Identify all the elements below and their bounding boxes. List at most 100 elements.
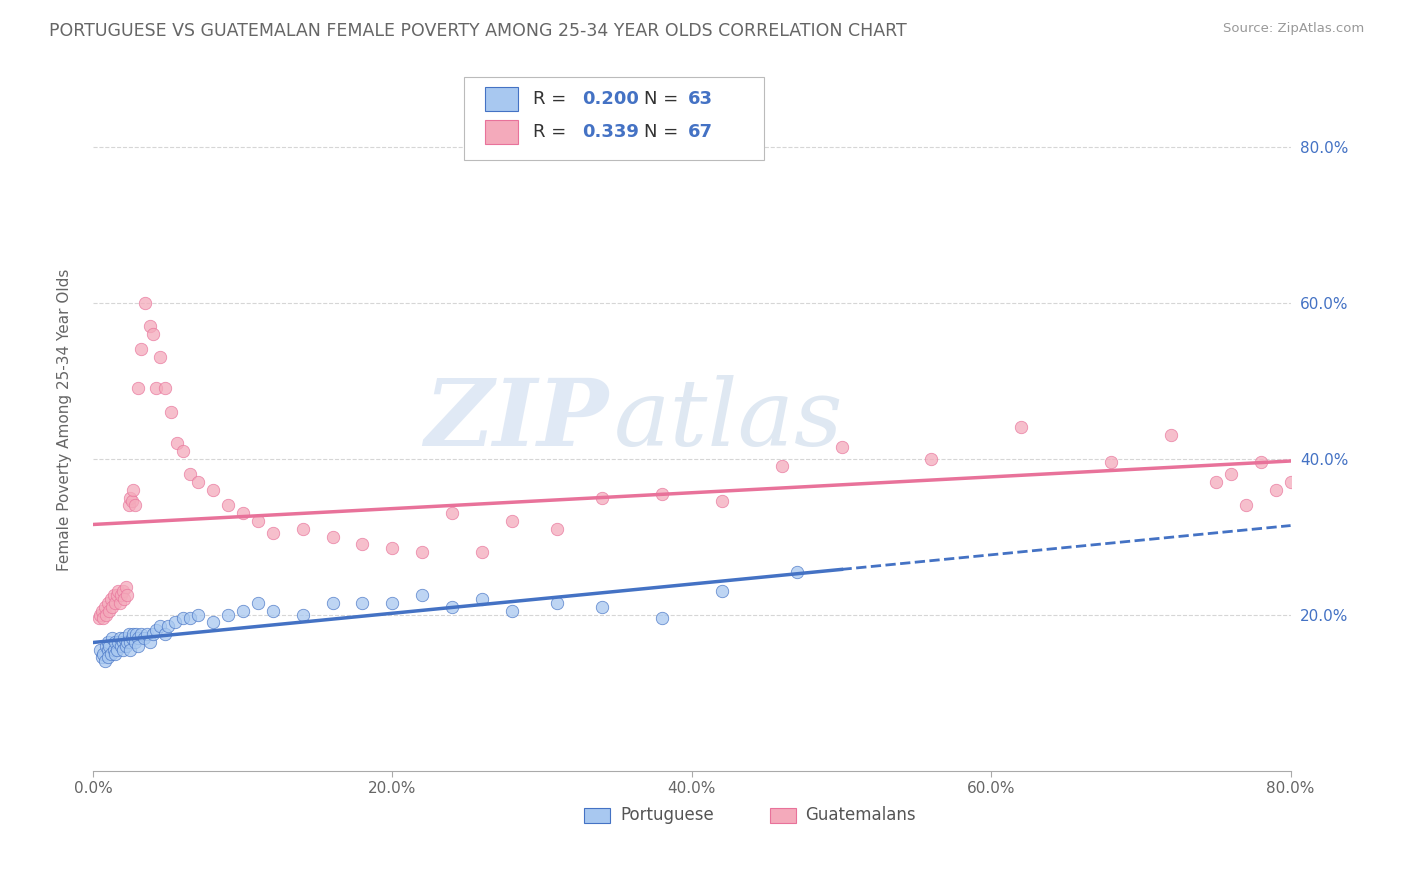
FancyBboxPatch shape	[485, 87, 519, 111]
Point	[172, 443, 194, 458]
FancyBboxPatch shape	[485, 120, 519, 144]
Text: N =: N =	[644, 123, 683, 142]
Point	[166, 436, 188, 450]
Point	[104, 596, 127, 610]
Point	[108, 631, 131, 645]
Point	[127, 631, 149, 645]
Point	[153, 381, 176, 395]
Text: N =: N =	[644, 90, 683, 109]
Point	[142, 326, 165, 341]
Point	[291, 522, 314, 536]
Point	[187, 607, 209, 622]
Point	[125, 627, 148, 641]
Point	[165, 615, 187, 630]
Point	[1279, 475, 1302, 489]
Point	[187, 475, 209, 489]
Point	[139, 318, 162, 333]
Point	[122, 627, 145, 641]
Point	[100, 647, 122, 661]
Point	[160, 405, 183, 419]
Point	[246, 514, 269, 528]
Point	[149, 350, 172, 364]
Point	[105, 588, 128, 602]
Point	[111, 635, 134, 649]
Point	[103, 588, 125, 602]
Point	[97, 596, 120, 610]
Point	[831, 440, 853, 454]
Point	[96, 639, 118, 653]
Point	[98, 604, 121, 618]
Point	[91, 604, 114, 618]
Point	[91, 650, 114, 665]
Point	[322, 529, 344, 543]
Point	[120, 635, 142, 649]
Point	[127, 639, 149, 653]
Point	[89, 642, 111, 657]
Point	[107, 584, 129, 599]
Point	[139, 635, 162, 649]
Point	[132, 631, 155, 645]
Point	[246, 596, 269, 610]
Point	[471, 591, 494, 606]
Point	[172, 611, 194, 625]
Text: R =: R =	[533, 123, 571, 142]
Point	[134, 295, 156, 310]
Point	[127, 381, 149, 395]
Point	[124, 635, 146, 649]
Point	[201, 615, 224, 630]
Point	[179, 611, 201, 625]
Point	[291, 607, 314, 622]
FancyBboxPatch shape	[583, 808, 610, 823]
Point	[97, 650, 120, 665]
Point	[115, 580, 138, 594]
Point	[179, 467, 201, 482]
Point	[107, 635, 129, 649]
Point	[118, 499, 141, 513]
Point	[262, 604, 284, 618]
Point	[201, 483, 224, 497]
FancyBboxPatch shape	[769, 808, 796, 823]
Point	[121, 631, 143, 645]
Point	[122, 483, 145, 497]
Point	[1250, 455, 1272, 469]
Text: atlas: atlas	[614, 375, 844, 465]
Point	[97, 642, 120, 657]
Point	[120, 642, 142, 657]
Point	[710, 494, 733, 508]
Point	[108, 596, 131, 610]
Point	[103, 642, 125, 657]
Point	[114, 591, 136, 606]
Point	[117, 635, 139, 649]
Point	[1010, 420, 1032, 434]
Point	[352, 537, 374, 551]
Point	[117, 588, 139, 602]
Point	[501, 604, 523, 618]
Y-axis label: Female Poverty Among 25-34 Year Olds: Female Poverty Among 25-34 Year Olds	[58, 268, 72, 571]
Text: Portuguese: Portuguese	[620, 806, 714, 824]
Point	[115, 639, 138, 653]
Point	[145, 381, 167, 395]
Point	[651, 611, 673, 625]
Point	[97, 635, 120, 649]
Text: ZIP: ZIP	[423, 375, 607, 465]
Point	[591, 491, 613, 505]
Point	[651, 486, 673, 500]
Point	[232, 604, 254, 618]
Point	[98, 639, 121, 653]
Point	[920, 451, 942, 466]
Point	[381, 596, 404, 610]
Text: Source: ZipAtlas.com: Source: ZipAtlas.com	[1223, 22, 1364, 36]
Point	[129, 343, 152, 357]
Point	[501, 514, 523, 528]
Point	[262, 525, 284, 540]
Point	[87, 611, 110, 625]
Point	[93, 611, 115, 625]
Point	[101, 631, 124, 645]
Point	[710, 584, 733, 599]
Point	[411, 545, 433, 559]
Point	[145, 623, 167, 637]
Point	[94, 599, 117, 614]
Point	[101, 599, 124, 614]
Text: Guatemalans: Guatemalans	[806, 806, 917, 824]
Point	[104, 647, 127, 661]
